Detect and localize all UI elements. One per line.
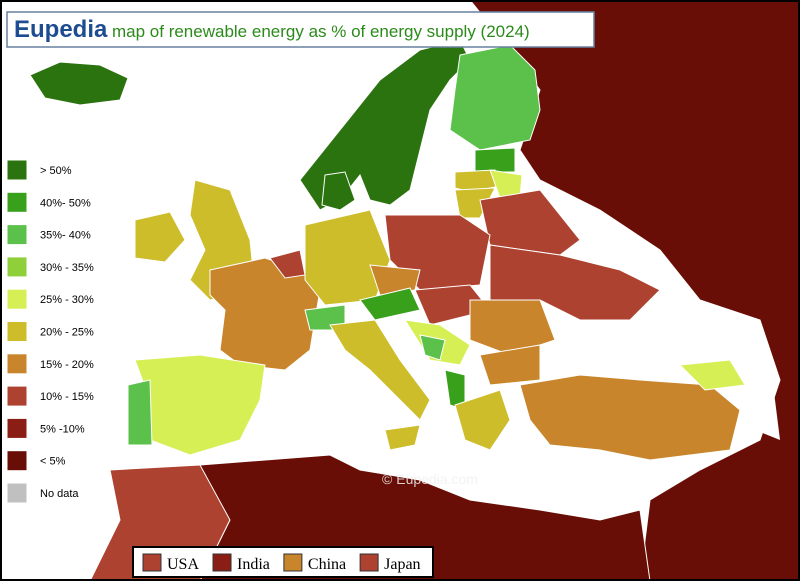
estonia: [474, 147, 516, 173]
brand: Eupedia: [14, 16, 108, 43]
legend-swatch: [6, 385, 28, 407]
reference-label: China: [308, 556, 346, 573]
legend-swatch: [6, 321, 28, 342]
reference-swatch: [142, 553, 162, 572]
legend-label: > 50%: [40, 165, 72, 177]
legend-swatch: [6, 159, 28, 181]
legend-label: 5% -10%: [40, 423, 85, 435]
reference-label: India: [237, 556, 270, 573]
legend: > 50% 40%- 50% 35%- 40% 30% - 35% 25% - 30% 2…: [6, 159, 94, 504]
reference-swatch: [212, 553, 232, 572]
reference-label: Japan: [384, 556, 420, 573]
legend-swatch: [6, 224, 28, 246]
legend-label: 10% - 15%: [40, 391, 94, 403]
legend-swatch: [6, 450, 28, 472]
italy: [329, 319, 431, 421]
turkey: [519, 374, 741, 461]
denmark: [321, 171, 356, 211]
finland: [449, 44, 541, 151]
legend-swatch: [6, 191, 28, 213]
legend-label: < 5%: [40, 456, 66, 468]
sicily: [384, 424, 421, 451]
bosnia: [419, 334, 446, 361]
legend-label: 20% - 25%: [40, 327, 94, 339]
legend-swatch: [6, 256, 28, 278]
reference-label: USA: [167, 556, 199, 573]
legend-label: 15% - 20%: [40, 359, 94, 371]
greece: [454, 389, 511, 451]
legend-label: No data: [40, 488, 79, 500]
reference-box: [132, 546, 434, 578]
caspian-sea: [740, 330, 780, 440]
legend-swatch: [6, 288, 28, 310]
reference-swatch: [359, 553, 379, 572]
iceland: [29, 61, 129, 106]
legend-label: 35%- 40%: [40, 230, 91, 242]
legend-swatch: [6, 482, 28, 504]
reference-swatch: [283, 553, 303, 572]
bulgaria: [479, 344, 541, 386]
watermark: © Eupedia.com: [382, 471, 478, 487]
legend-label: 40%- 50%: [40, 197, 91, 209]
austria: [359, 287, 421, 321]
legend-label: 25% - 30%: [40, 294, 94, 306]
georgia: [678, 359, 746, 391]
legend-swatch: [6, 353, 28, 375]
title-box: [6, 11, 595, 48]
map-title: map of renewable energy as % of energy s…: [112, 22, 530, 41]
reference-legend: USA India China Japan: [142, 553, 421, 573]
legend-swatch: [6, 417, 28, 439]
lithuania: [454, 187, 496, 219]
ireland: [134, 211, 186, 263]
portugal: [127, 379, 153, 446]
legend-label: 30% - 35%: [40, 262, 94, 274]
